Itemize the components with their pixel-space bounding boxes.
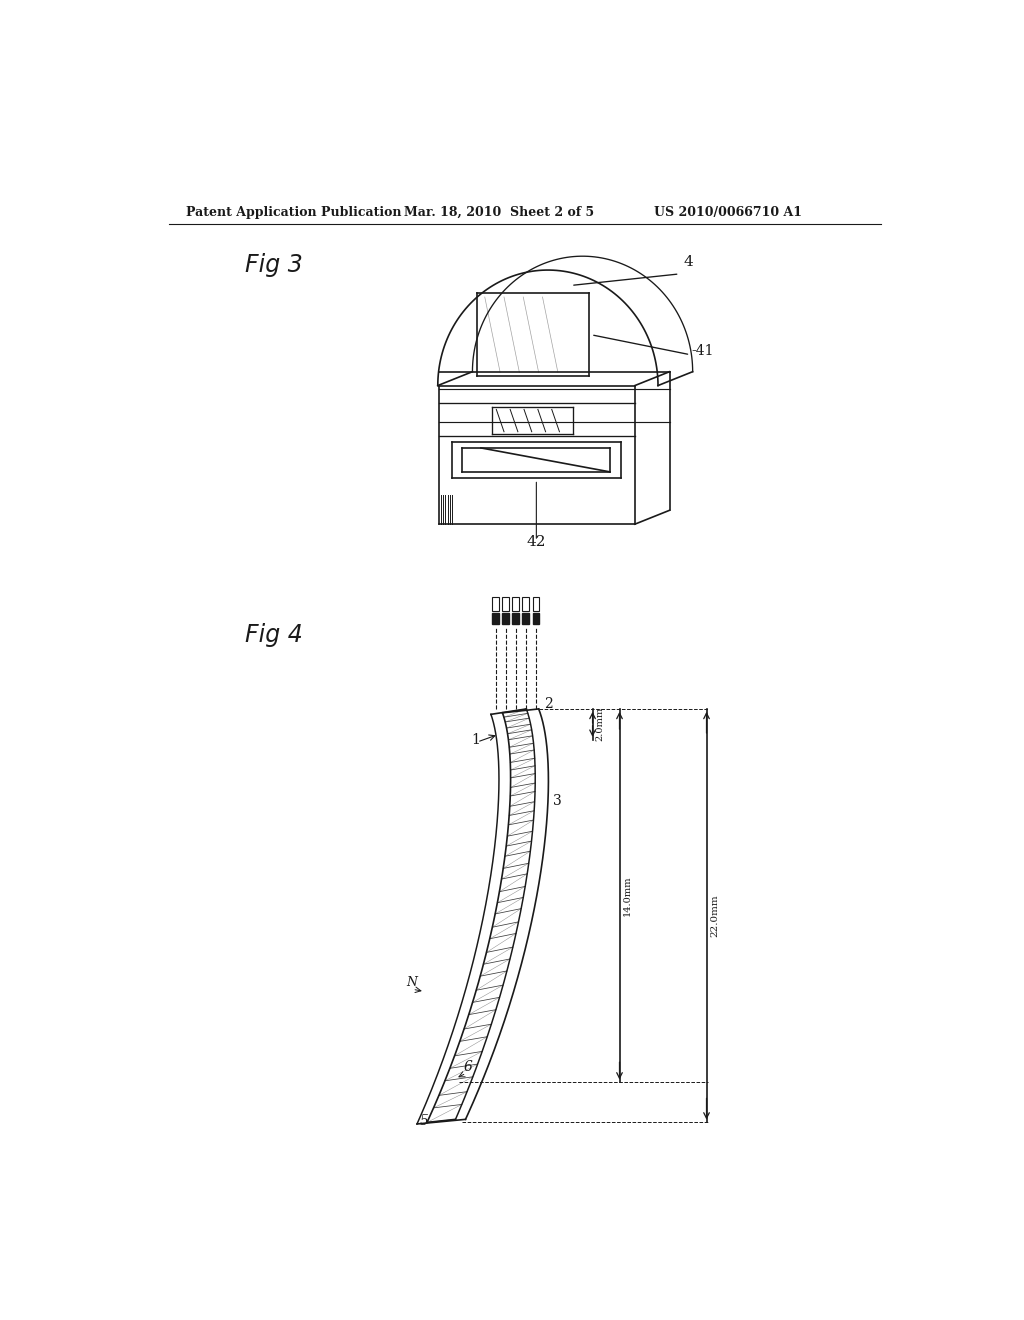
Text: 22.0mm: 22.0mm bbox=[711, 895, 720, 937]
Text: Mar. 18, 2010  Sheet 2 of 5: Mar. 18, 2010 Sheet 2 of 5 bbox=[403, 206, 594, 219]
Text: N: N bbox=[407, 977, 417, 989]
Text: 6: 6 bbox=[463, 1060, 472, 1074]
Bar bbox=[503, 597, 509, 611]
Bar bbox=[493, 597, 499, 611]
Text: 1: 1 bbox=[472, 733, 480, 747]
Bar bbox=[534, 597, 540, 611]
Text: US 2010/0066710 A1: US 2010/0066710 A1 bbox=[654, 206, 802, 219]
Bar bbox=[503, 612, 509, 624]
Text: -41: -41 bbox=[691, 343, 714, 358]
Text: 2.0mm: 2.0mm bbox=[596, 708, 604, 742]
Text: 14.0mm: 14.0mm bbox=[623, 875, 632, 916]
Text: 42: 42 bbox=[526, 535, 546, 549]
Text: Fig 3: Fig 3 bbox=[245, 253, 302, 277]
Text: Patent Application Publication: Patent Application Publication bbox=[186, 206, 401, 219]
Text: 2: 2 bbox=[544, 697, 553, 711]
Bar bbox=[512, 597, 518, 611]
Text: 4: 4 bbox=[683, 255, 693, 269]
Text: Fig 4: Fig 4 bbox=[245, 623, 302, 647]
Text: 3: 3 bbox=[553, 795, 562, 808]
Bar bbox=[534, 612, 540, 624]
Bar bbox=[512, 612, 518, 624]
Bar bbox=[493, 612, 499, 624]
Text: 5: 5 bbox=[419, 1114, 428, 1127]
Bar bbox=[522, 597, 528, 611]
Bar bbox=[522, 612, 528, 624]
